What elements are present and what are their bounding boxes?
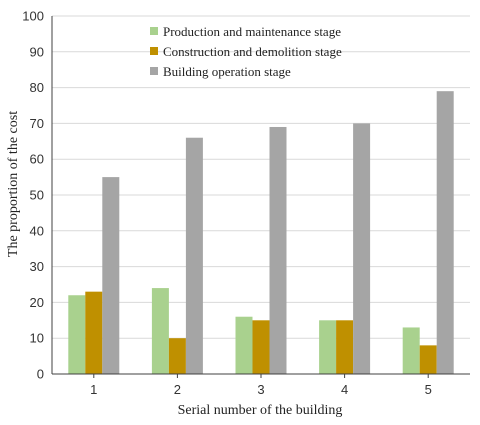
y-tick-label-70: 70 — [30, 116, 44, 131]
bar-s3-c2 — [185, 137, 203, 374]
y-tick-label-50: 50 — [30, 188, 44, 203]
bar-s2-c3 — [252, 320, 270, 374]
bars — [68, 91, 454, 375]
x-tick-label-2: 2 — [174, 382, 181, 397]
x-tick-label-1: 1 — [90, 382, 97, 397]
bar-s1-c2 — [151, 288, 169, 374]
y-tick-label-0: 0 — [37, 367, 44, 382]
bar-s2-c5 — [419, 345, 437, 374]
bar-s2-c2 — [168, 338, 186, 374]
x-axis-title: Serial number of the building — [178, 403, 343, 418]
legend: Production and maintenance stage Construc… — [150, 24, 342, 79]
bar-s1-c3 — [235, 316, 253, 374]
y-tick-label-20: 20 — [30, 295, 44, 310]
x-tick-label-3: 3 — [257, 382, 264, 397]
bar-s1-c1 — [68, 295, 86, 374]
x-tick-label-5: 5 — [425, 382, 432, 397]
legend-label-3: Building operation stage — [163, 64, 291, 79]
y-tick-labels: 0 10 20 30 40 50 60 70 80 90 100 — [22, 9, 44, 382]
legend-swatch-1 — [150, 27, 158, 35]
bar-s2-c4 — [336, 320, 354, 374]
bar-s2-c1 — [85, 291, 103, 374]
x-tick-label-4: 4 — [341, 382, 348, 397]
bar-s3-c5 — [436, 91, 454, 375]
legend-label-1: Production and maintenance stage — [163, 24, 341, 39]
y-tick-label-10: 10 — [30, 331, 44, 346]
bar-s1-c5 — [402, 327, 420, 374]
bar-s1-c4 — [319, 320, 337, 374]
y-tick-label-60: 60 — [30, 152, 44, 167]
bar-s3-c1 — [102, 177, 120, 374]
y-tick-label-30: 30 — [30, 259, 44, 274]
gridlines — [52, 15, 470, 339]
axes — [51, 16, 470, 378]
x-tick-labels: 1 2 3 4 5 — [90, 382, 432, 397]
y-axis-title: The proportion of the cost — [6, 111, 21, 257]
y-tick-label-90: 90 — [30, 44, 44, 59]
y-tick-label-100: 100 — [22, 9, 44, 24]
bar-s3-c4 — [353, 123, 371, 375]
legend-swatch-2 — [150, 47, 158, 55]
legend-label-2: Construction and demolition stage — [163, 44, 342, 59]
legend-swatch-3 — [150, 67, 158, 75]
y-tick-label-40: 40 — [30, 223, 44, 238]
y-tick-label-80: 80 — [30, 80, 44, 95]
bar-s3-c3 — [269, 126, 287, 374]
